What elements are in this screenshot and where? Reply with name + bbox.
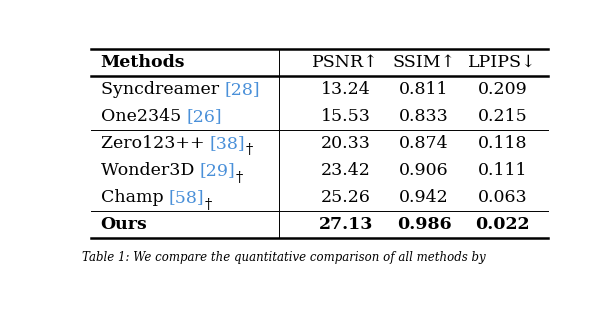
- Text: [29]: [29]: [200, 162, 235, 179]
- Text: 27.13: 27.13: [319, 216, 373, 233]
- Text: [26]: [26]: [186, 108, 222, 125]
- Text: 13.24: 13.24: [321, 81, 370, 98]
- Text: Ours: Ours: [101, 216, 147, 233]
- Text: 0.063: 0.063: [478, 189, 527, 206]
- Text: 0.906: 0.906: [399, 162, 449, 179]
- Text: [38]: [38]: [209, 135, 245, 152]
- Text: 0.118: 0.118: [478, 135, 527, 152]
- Text: 0.833: 0.833: [399, 108, 449, 125]
- Text: 20.33: 20.33: [321, 135, 370, 152]
- Text: [28]: [28]: [224, 81, 260, 98]
- Text: 0.022: 0.022: [475, 216, 530, 233]
- Text: 0.942: 0.942: [399, 189, 449, 206]
- Text: 23.42: 23.42: [321, 162, 370, 179]
- Text: †: †: [204, 198, 212, 212]
- Text: PSNR↑: PSNR↑: [313, 54, 379, 71]
- Text: †: †: [235, 171, 243, 185]
- Text: SSIM↑: SSIM↑: [392, 54, 456, 71]
- Text: 0.874: 0.874: [399, 135, 449, 152]
- Text: [58]: [58]: [169, 189, 204, 206]
- Text: Syncdreamer: Syncdreamer: [101, 81, 224, 98]
- Text: †: †: [245, 143, 252, 157]
- Text: 0.811: 0.811: [399, 81, 449, 98]
- Text: Zero123++: Zero123++: [101, 135, 209, 152]
- Text: 25.26: 25.26: [321, 189, 370, 206]
- Text: 15.53: 15.53: [321, 108, 370, 125]
- Text: Table 1: We compare the quantitative comparison of all methods by: Table 1: We compare the quantitative com…: [82, 251, 485, 264]
- Text: 0.209: 0.209: [478, 81, 527, 98]
- Text: One2345: One2345: [101, 108, 186, 125]
- Text: LPIPS↓: LPIPS↓: [468, 54, 537, 71]
- Text: 0.111: 0.111: [478, 162, 527, 179]
- Text: Methods: Methods: [101, 54, 185, 71]
- Text: 0.215: 0.215: [478, 108, 527, 125]
- Text: Wonder3D: Wonder3D: [101, 162, 200, 179]
- Text: Champ: Champ: [101, 189, 169, 206]
- Text: 0.986: 0.986: [397, 216, 451, 233]
